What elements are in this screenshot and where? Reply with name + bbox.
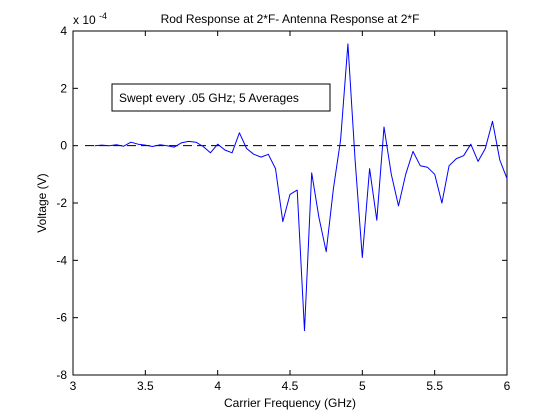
x-axis-label: Carrier Frequency (GHz)	[224, 396, 356, 410]
y-tick-label: 0	[60, 139, 67, 153]
y-axis-label: Voltage (V)	[35, 173, 49, 232]
annotation-text: Swept every .05 GHz; 5 Averages	[119, 91, 299, 105]
x-tick-label: 6	[504, 379, 511, 393]
y-exponent-power: -4	[99, 11, 107, 21]
y-tick-label: -4	[56, 253, 67, 267]
x-tick-label: 4	[214, 379, 221, 393]
y-axis-ticks: 4 2 0 -2 -4 -6 -8	[56, 24, 507, 382]
y-tick-label: -6	[56, 311, 67, 325]
x-tick-label: 5.5	[426, 379, 443, 393]
y-tick-label: -8	[56, 368, 67, 382]
series-line	[94, 43, 508, 332]
x-axis-ticks: 3 3.5 4 4.5 5 5.5 6	[70, 31, 511, 393]
y-tick-label: 4	[60, 24, 67, 38]
annotation-box	[111, 83, 331, 112]
y-tick-label: 2	[60, 81, 67, 95]
series-layer	[94, 43, 508, 332]
y-exponent-base: x 10	[73, 13, 96, 27]
x-tick-label: 4.5	[282, 379, 299, 393]
x-tick-label: 3.5	[137, 379, 154, 393]
y-exponent-label: x 10 -4	[73, 11, 107, 27]
chart-title: Rod Response at 2*F- Antenna Response at…	[161, 12, 420, 26]
x-tick-label: 5	[359, 379, 366, 393]
y-tick-label: -2	[56, 196, 67, 210]
x-tick-label: 3	[70, 379, 77, 393]
